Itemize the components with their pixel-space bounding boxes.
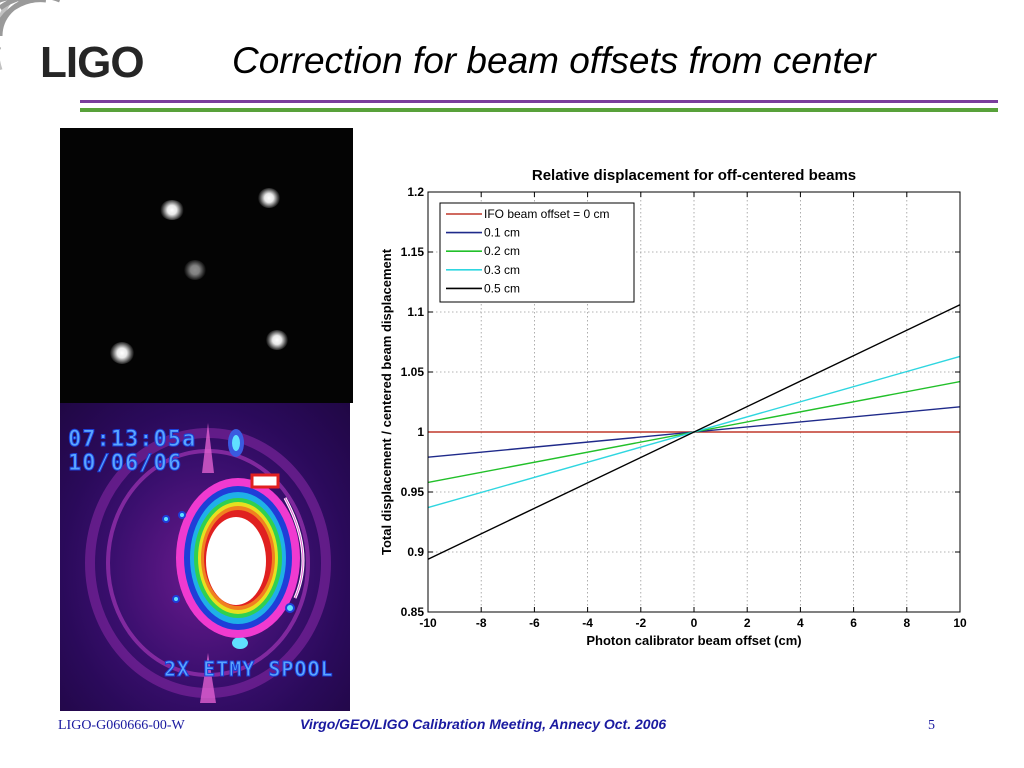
y-tick-label: 1.05 [401, 365, 425, 379]
y-tick-label: 1 [417, 425, 424, 439]
displacement-chart: -10 -8 -6 -4 -2 0 2 4 6 8 10 0.85 0.9 0.95 1 1.05 1.1 1.1… [379, 167, 967, 648]
series-line [427, 304, 961, 560]
footer-page-number: 5 [928, 718, 935, 733]
x-tick-label: -10 [419, 616, 437, 630]
ligo-logo-arcs-icon [0, 0, 60, 70]
x-tick-label: 10 [953, 616, 967, 630]
footer-meeting: Virgo/GEO/LIGO Calibration Meeting, Anne… [300, 716, 667, 732]
beam-spot [266, 330, 288, 350]
y-axis-label: Total displacement / centered beam displ… [379, 248, 394, 555]
logo-text: LIGO [40, 38, 145, 87]
thermal-label: 2X ETMY SPOOL [164, 657, 334, 682]
ligo-logo: LIGO [0, 0, 220, 110]
slide-title: Correction for beam offsets from center [232, 40, 876, 81]
plot-frame [427, 191, 961, 613]
y-tick-label: 0.95 [401, 485, 425, 499]
beam-spot [110, 342, 134, 364]
x-tick-label: 0 [691, 616, 698, 630]
title-divider-green [80, 108, 998, 112]
footer-doc-id: LIGO-G060666-00-W [58, 718, 185, 733]
x-tick-label: 4 [797, 616, 804, 630]
x-tick-label: -8 [476, 616, 487, 630]
thermal-timestamp: 07:13:05a [67, 427, 197, 453]
beam-spot [258, 188, 280, 208]
x-tick-label: -4 [582, 616, 593, 630]
legend-label: 0.3 cm [484, 263, 520, 277]
y-tick-label: 1.2 [407, 185, 424, 199]
legend-label: IFO beam offset = 0 cm [484, 207, 610, 221]
y-tick-label: 0.85 [401, 605, 425, 619]
thermal-date: 10/06/06 [68, 451, 182, 477]
beam-spot [160, 200, 184, 220]
x-tick-label: 6 [850, 616, 857, 630]
title-divider-purple [80, 100, 998, 103]
legend-label: 0.1 cm [484, 226, 520, 240]
chart-title: Relative displacement for off-centered b… [532, 167, 856, 184]
x-tick-label: -6 [529, 616, 540, 630]
y-tick-label: 1.15 [401, 245, 425, 259]
legend-label: 0.5 cm [484, 281, 520, 295]
beam-spot [184, 260, 206, 280]
x-tick-label: 2 [744, 616, 751, 630]
y-tick-label: 1.1 [407, 305, 424, 319]
legend-label: 0.2 cm [484, 244, 520, 258]
thermal-camera-image: 07:13:05a 10/06/06 2X ETMY SPOOL [60, 403, 350, 711]
y-tick-label: 0.9 [407, 545, 424, 559]
beam-spots-image [60, 128, 353, 403]
x-axis-label: Photon calibrator beam offset (cm) [586, 633, 801, 648]
legend-box [439, 202, 635, 303]
x-tick-label: -2 [635, 616, 646, 630]
thermal-blob-icon [85, 423, 331, 703]
x-tick-label: 8 [903, 616, 910, 630]
